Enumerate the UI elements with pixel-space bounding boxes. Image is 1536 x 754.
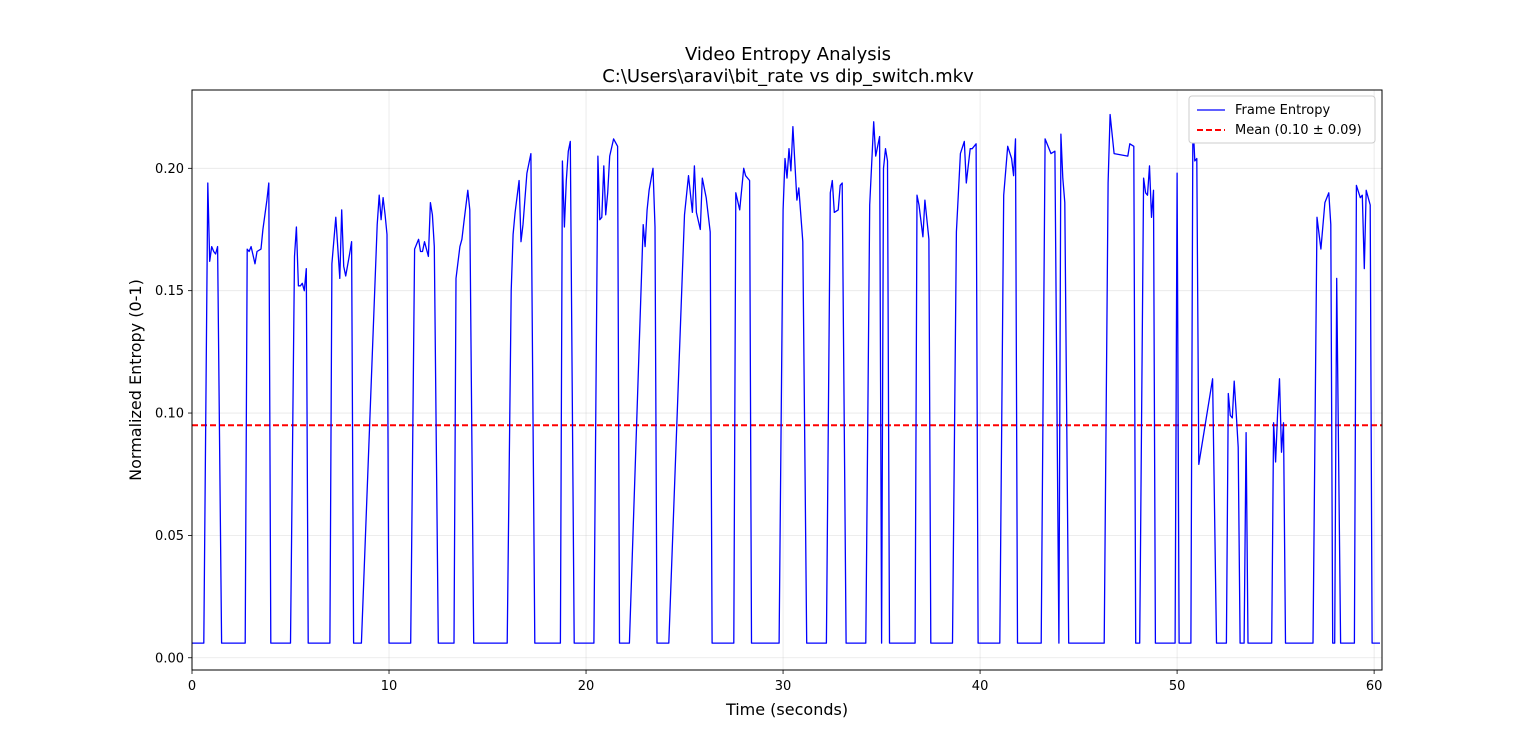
x-axis: 0 10 20 30 40 50 60 [188,670,1383,694]
chart-subtitle: C:\Users\aravi\bit_rate vs dip_switch.mk… [602,66,974,87]
x-tick-label: 0 [188,679,196,694]
chart-title: Video Entropy Analysis [685,44,891,65]
x-tick-label: 40 [972,679,989,694]
series-layer [192,113,1380,644]
frame-entropy-line [192,113,1380,644]
plot-frame [191,89,1383,671]
x-axis-label: Time (seconds) [725,700,848,719]
y-tick-label: 0.00 [155,651,184,666]
y-tick-label: 0.10 [155,407,184,422]
x-tick-label: 60 [1366,679,1383,694]
legend: Frame Entropy Mean (0.10 ± 0.09) [1188,95,1376,144]
y-axis: 0.00 0.05 0.10 0.15 0.20 [155,162,192,666]
legend-label-mean: Mean (0.10 ± 0.09) [1235,123,1362,138]
y-tick-label: 0.20 [155,162,184,177]
legend-box [1188,95,1376,144]
y-axis-label: Normalized Entropy (0-1) [126,279,145,481]
x-tick-label: 30 [775,679,792,694]
y-tick-label: 0.05 [155,529,184,544]
legend-label-frame-entropy: Frame Entropy [1235,103,1330,118]
x-tick-label: 10 [381,679,398,694]
y-tick-label: 0.15 [155,284,184,299]
x-tick-label: 20 [578,679,595,694]
x-tick-label: 50 [1169,679,1186,694]
